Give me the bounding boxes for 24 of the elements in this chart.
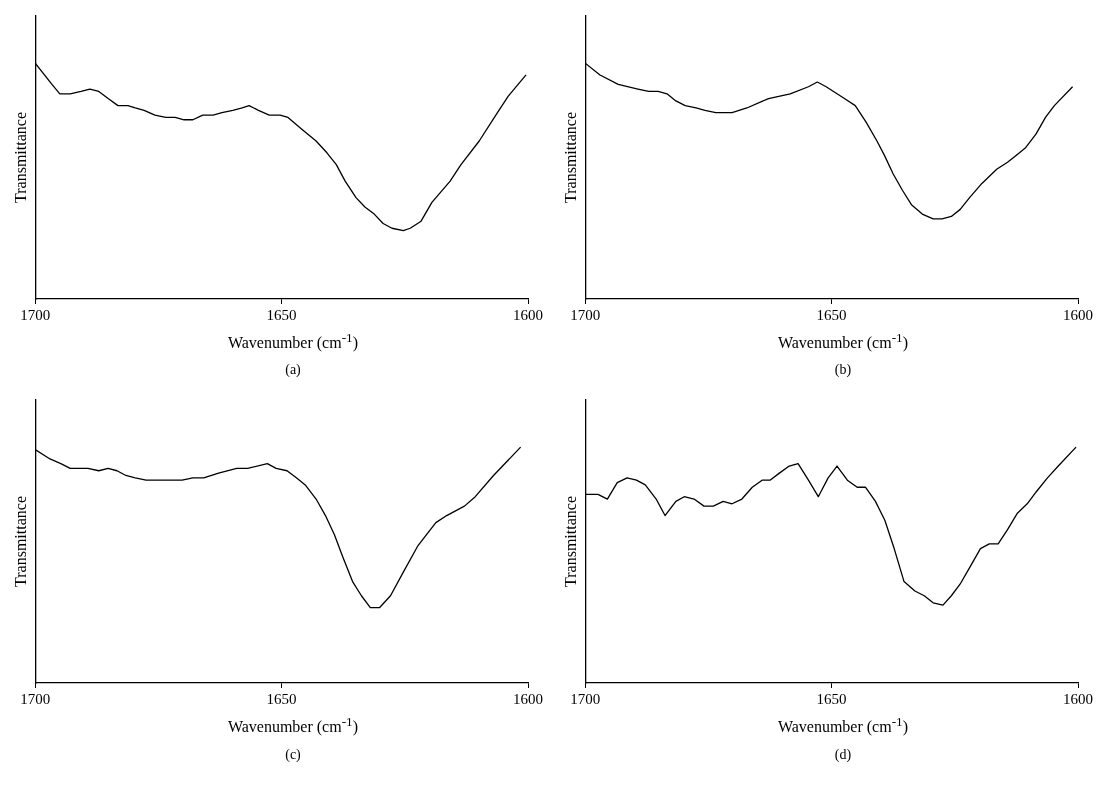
y-axis-title: Transmittance — [11, 496, 29, 588]
y-axis-title: Transmittance — [11, 112, 29, 203]
x-axis-title: Wavenumber (cm$^{-1}$) — [776, 330, 910, 353]
x-tick-label: 1650 — [266, 306, 297, 323]
x-tick-label: 1700 — [20, 691, 51, 708]
x-axis-title: Wavenumber (cm$^{-1}$) — [226, 714, 360, 737]
x-tick-label: 1700 — [570, 691, 601, 708]
x-axis-title: Wavenumber (cm$^{-1}$) — [776, 714, 910, 737]
y-axis-title: Transmittance — [561, 112, 579, 203]
x-tick-label: 1600 — [513, 691, 543, 708]
x-tick-label: 1650 — [816, 691, 847, 708]
x-tick-label: 1600 — [513, 306, 543, 323]
x-tick-label: 1600 — [1063, 306, 1093, 323]
text: (b) — [833, 362, 853, 379]
text: (d) — [833, 746, 853, 763]
x-tick-label: 1600 — [1063, 691, 1093, 708]
x-tick-label: 1650 — [816, 306, 847, 323]
x-axis-title: Wavenumber (cm$^{-1}$) — [226, 330, 360, 353]
x-tick-label: 1650 — [266, 691, 297, 708]
text: (a) — [284, 362, 302, 379]
text: (c) — [284, 746, 302, 763]
x-tick-label: 1700 — [570, 306, 601, 323]
x-tick-label: 1700 — [20, 306, 51, 323]
y-axis-title: Transmittance — [561, 496, 579, 588]
